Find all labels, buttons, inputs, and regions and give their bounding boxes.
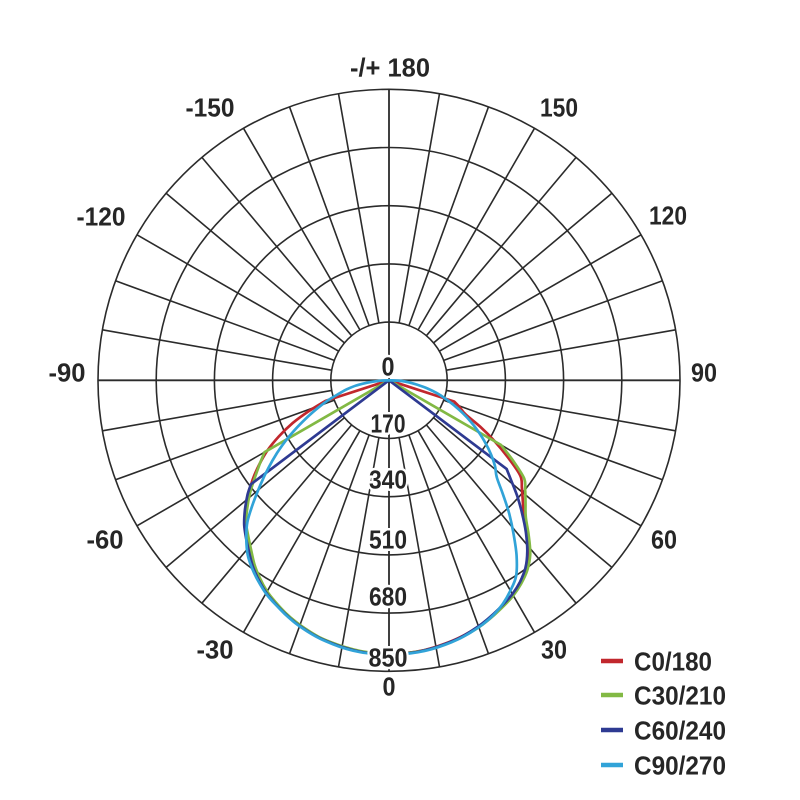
svg-text:C90/270: C90/270 [634, 750, 726, 780]
svg-text:-30: -30 [197, 634, 234, 664]
svg-text:170: 170 [371, 408, 406, 438]
svg-text:C30/210: C30/210 [634, 680, 726, 710]
svg-text:120: 120 [649, 200, 687, 230]
svg-text:-60: -60 [87, 524, 124, 554]
svg-text:60: 60 [651, 524, 677, 554]
svg-text:340: 340 [369, 464, 407, 494]
svg-text:510: 510 [369, 524, 407, 554]
svg-text:-120: -120 [77, 201, 126, 231]
svg-text:90: 90 [691, 357, 717, 387]
svg-text:680: 680 [369, 581, 407, 611]
svg-text:850: 850 [369, 642, 408, 672]
svg-text:0: 0 [383, 671, 396, 701]
svg-text:C0/180: C0/180 [634, 646, 712, 676]
svg-text:C60/240: C60/240 [634, 715, 726, 745]
svg-text:-/+ 180: -/+ 180 [350, 52, 430, 82]
svg-text:-150: -150 [186, 92, 235, 122]
svg-text:0: 0 [382, 351, 395, 381]
svg-text:150: 150 [540, 92, 578, 122]
svg-text:30: 30 [541, 634, 567, 664]
svg-text:-90: -90 [49, 357, 86, 387]
